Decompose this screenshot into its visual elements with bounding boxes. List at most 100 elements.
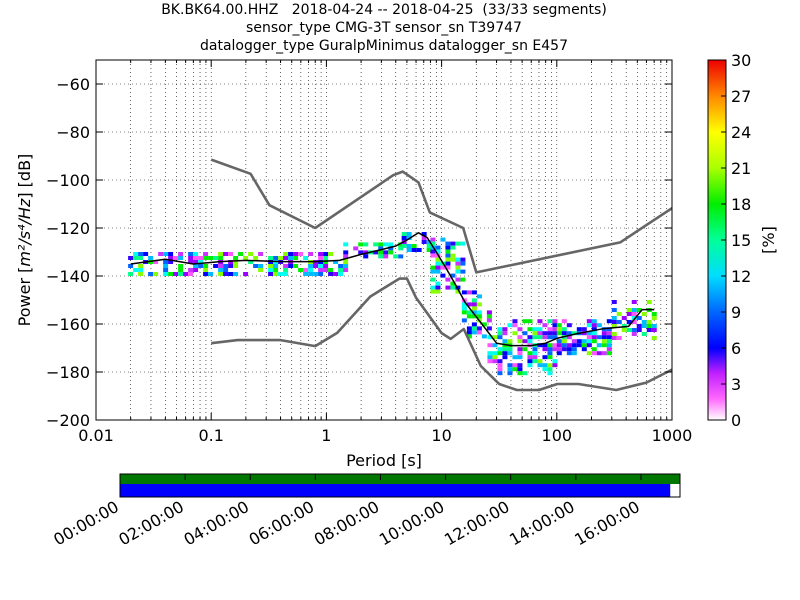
density-cell bbox=[430, 265, 436, 270]
density-cell bbox=[517, 347, 523, 352]
density-cell bbox=[497, 367, 503, 372]
density-cell bbox=[208, 256, 214, 260]
density-cell bbox=[636, 324, 642, 328]
density-cell bbox=[502, 355, 508, 360]
density-cell bbox=[576, 339, 582, 344]
x-tick-label: 0.01 bbox=[78, 426, 114, 445]
density-cell bbox=[566, 347, 572, 352]
density-cell bbox=[556, 343, 562, 348]
x-axis-label: Period [s] bbox=[346, 451, 422, 470]
density-cell bbox=[253, 256, 259, 260]
density-cell bbox=[193, 252, 199, 256]
density-cell bbox=[507, 363, 513, 368]
colorbar-tick-label: 24 bbox=[731, 123, 751, 142]
density-cell bbox=[411, 244, 417, 248]
colorbar-tick-label: 6 bbox=[731, 339, 741, 358]
density-cell bbox=[532, 335, 538, 340]
curve-mode bbox=[130, 232, 655, 347]
density-cell bbox=[527, 339, 533, 344]
density-cell bbox=[497, 335, 503, 340]
density-cell bbox=[338, 264, 344, 268]
colorbar-tick-label: 27 bbox=[731, 87, 751, 106]
density-cell bbox=[611, 308, 617, 312]
time-tick-label: 06:00:00 bbox=[246, 497, 318, 549]
density-cell bbox=[556, 351, 562, 356]
density-cell bbox=[476, 302, 482, 307]
density-cell bbox=[193, 264, 199, 268]
density-cell bbox=[522, 331, 528, 336]
colorbar-tick-label: 12 bbox=[731, 267, 751, 286]
density-cell bbox=[435, 249, 441, 254]
density-cell bbox=[430, 241, 436, 246]
density-cell bbox=[601, 343, 607, 348]
density-cell bbox=[606, 327, 612, 332]
density-cell bbox=[631, 300, 637, 304]
density-cell bbox=[502, 331, 508, 336]
density-cell bbox=[651, 316, 657, 320]
density-cell bbox=[552, 331, 558, 336]
density-cell bbox=[552, 319, 558, 324]
density-cell bbox=[193, 256, 199, 260]
density-cell bbox=[542, 331, 548, 336]
density-cell bbox=[502, 351, 508, 356]
density-cell bbox=[430, 289, 436, 294]
density-cell bbox=[601, 335, 607, 340]
density-cell bbox=[178, 272, 184, 276]
density-cell bbox=[507, 347, 513, 352]
density-cell bbox=[218, 256, 224, 260]
density-cell bbox=[333, 260, 339, 264]
density-cell bbox=[471, 290, 477, 295]
density-cell bbox=[268, 268, 274, 272]
y-axis-label: Power [m²/s⁴/Hz] [dB] bbox=[15, 154, 34, 327]
density-cell bbox=[168, 260, 174, 264]
curve-nlnm bbox=[211, 277, 672, 392]
density-cell bbox=[435, 265, 441, 270]
density-cell bbox=[651, 336, 657, 340]
density-cell bbox=[512, 367, 518, 372]
colorbar-ticks: 0 3 6 9 12 15 18 21 24 27 30 bbox=[721, 51, 751, 430]
density-cell bbox=[507, 367, 513, 372]
density-cell bbox=[561, 339, 567, 344]
density-cell bbox=[293, 264, 299, 268]
density-cell bbox=[616, 320, 622, 324]
density-cell bbox=[178, 252, 184, 256]
density-cell bbox=[537, 359, 543, 364]
density-cell bbox=[591, 327, 597, 332]
density-cell bbox=[233, 264, 239, 268]
density-cell bbox=[373, 242, 379, 247]
density-cell bbox=[278, 256, 284, 260]
density-cell bbox=[527, 363, 533, 368]
density-cell bbox=[487, 355, 493, 360]
density-cell bbox=[318, 264, 324, 268]
density-cell bbox=[561, 327, 567, 332]
density-cell bbox=[547, 331, 553, 336]
density-cell bbox=[308, 272, 314, 276]
density-cell bbox=[537, 331, 543, 336]
density-cell bbox=[223, 252, 229, 256]
density-cell bbox=[586, 343, 592, 348]
density-cell bbox=[435, 269, 441, 274]
density-cell bbox=[323, 268, 329, 272]
density-cell bbox=[303, 268, 309, 272]
colorbar-tick-label: 9 bbox=[731, 303, 741, 322]
density-cell bbox=[398, 254, 404, 259]
density-cell bbox=[138, 264, 144, 268]
density-cell bbox=[445, 249, 451, 254]
density-cell bbox=[445, 265, 451, 270]
density-cell bbox=[401, 244, 407, 248]
density-cell bbox=[273, 268, 279, 272]
density-cell bbox=[651, 324, 657, 328]
density-cell bbox=[497, 331, 503, 336]
density-cell bbox=[512, 363, 518, 368]
density-cell bbox=[586, 331, 592, 336]
density-cell bbox=[363, 254, 369, 259]
density-cell bbox=[188, 260, 194, 264]
density-cell bbox=[328, 252, 334, 256]
density-cell bbox=[323, 264, 329, 268]
density-cell bbox=[460, 257, 466, 262]
density-cell bbox=[455, 257, 461, 262]
density-cell bbox=[258, 268, 264, 272]
density-cell bbox=[646, 300, 652, 304]
density-cell bbox=[547, 343, 553, 348]
density-cell bbox=[283, 268, 289, 272]
